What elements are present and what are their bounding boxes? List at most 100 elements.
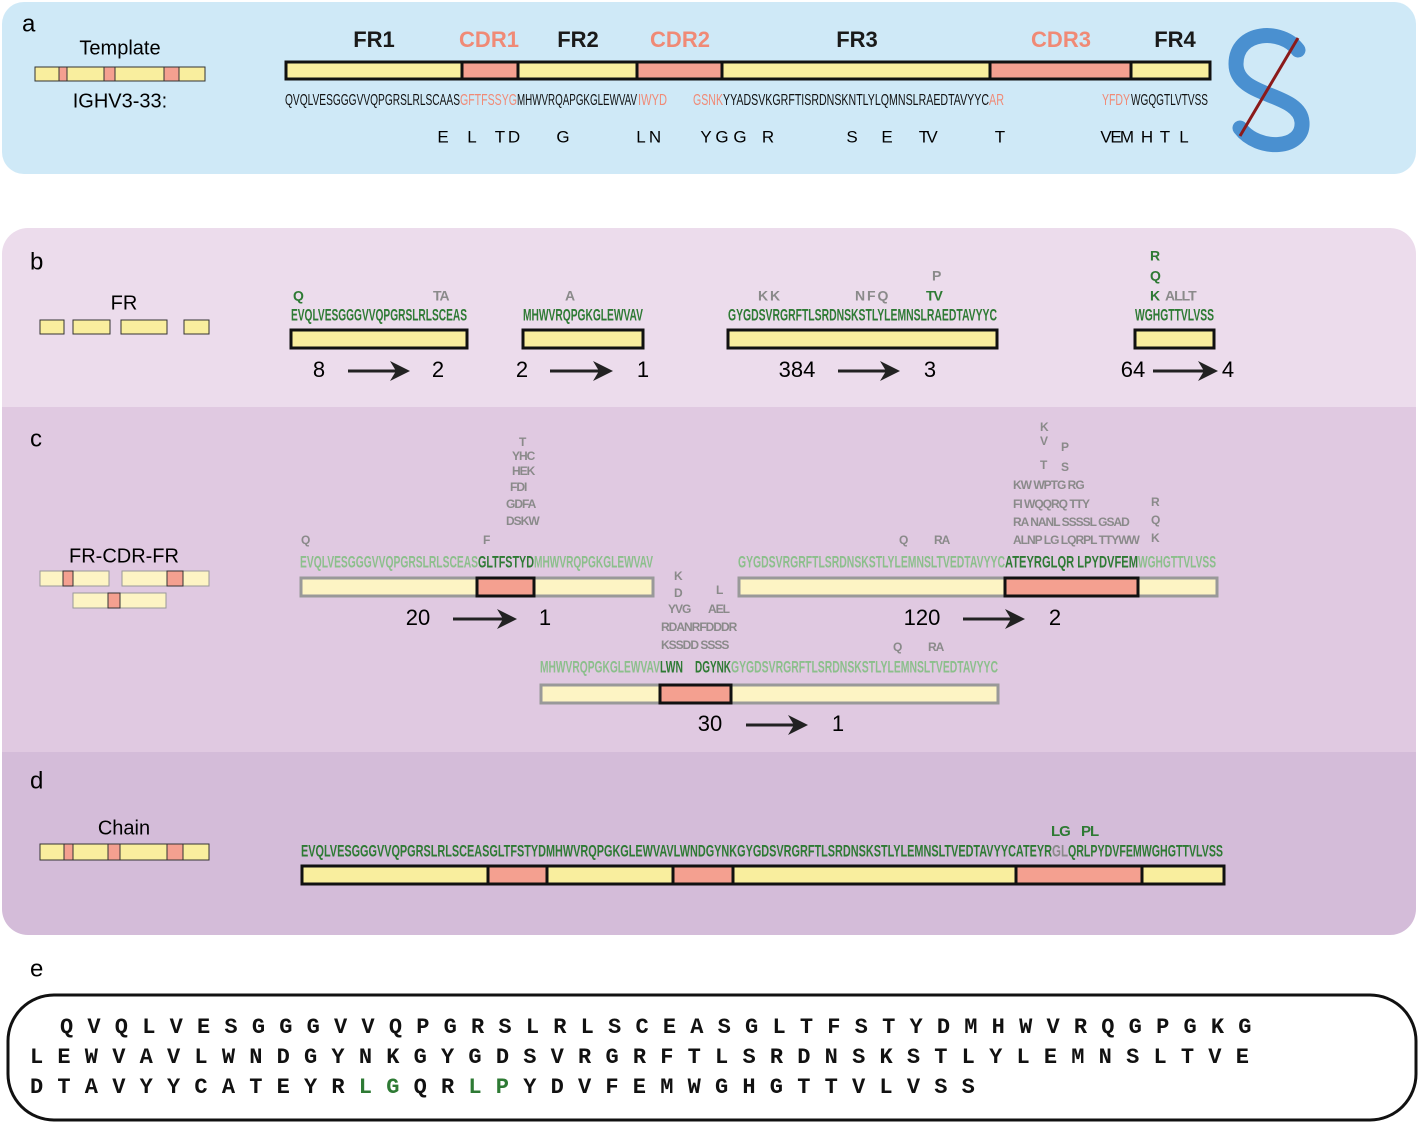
mutation: M — [1120, 127, 1134, 146]
chain-bar — [1140, 864, 1226, 886]
mutation: G — [715, 127, 728, 146]
region-bar — [988, 60, 1133, 81]
variant: D — [674, 586, 683, 600]
mutation: D — [508, 127, 520, 146]
panel-a-background — [2, 2, 1416, 174]
residues: QR — [414, 1075, 469, 1100]
mutation: Y — [700, 127, 711, 146]
sequence: MHWVRQPGKGLEWVAV — [534, 552, 653, 571]
count-after: 3 — [924, 357, 936, 382]
fr-bar — [1133, 328, 1216, 350]
chain-bar — [486, 864, 549, 886]
variant: N F Q — [855, 288, 888, 304]
panel-label: e — [30, 955, 43, 982]
cdr-bar — [658, 683, 733, 705]
mutation: T — [919, 127, 929, 146]
variant: YVG — [668, 602, 691, 616]
residues: QVQLVESGGGVVQPGRSLRLSCEASGLTFSTYDMHWVRQG… — [60, 1015, 1266, 1040]
mutation: E — [1110, 127, 1121, 146]
variant: TV — [926, 288, 944, 304]
mutation: T — [495, 127, 505, 146]
sequence: GL — [1052, 841, 1068, 860]
count-before: 120 — [904, 605, 941, 630]
template-label: Template — [79, 37, 160, 59]
variant: RDANRFDDDR — [661, 620, 738, 634]
region-name: FR3 — [836, 27, 878, 52]
mutation: G — [556, 127, 569, 146]
cdr-bar — [1003, 576, 1140, 598]
panel-b-background — [2, 228, 1416, 408]
germline-label: IGHV3-33: — [73, 90, 167, 112]
chain-bar — [545, 864, 675, 886]
sequence: IWYD — [638, 92, 667, 109]
mutation: L — [1179, 127, 1188, 146]
region-bar — [635, 60, 724, 81]
count-after: 1 — [539, 605, 551, 630]
variant: K — [674, 569, 683, 583]
sequence: MHWVRQPGKGLEWVAV — [523, 305, 643, 324]
region-name: CDR3 — [1031, 27, 1091, 52]
arrow-head — [390, 361, 410, 381]
template-icon — [34, 66, 206, 82]
variant: K — [1150, 288, 1160, 304]
region-name: FR4 — [1154, 27, 1196, 52]
variant: DSKW — [506, 514, 540, 528]
arrow-head — [880, 361, 900, 381]
variant: K — [1040, 420, 1049, 434]
variant: R — [1151, 495, 1160, 509]
sequence: EVQLVESGGGVVQPGRSLRLSCEAS — [291, 305, 467, 324]
region-name: FR1 — [353, 27, 395, 52]
mutation: R — [762, 127, 774, 146]
sequence: EVQLVESGGGVVQPGRSLRLSCEASGLTFSTYDMHWVRQP… — [301, 841, 1052, 860]
sequence: MHWVRQAPGKGLEWVAV — [517, 92, 637, 109]
variant: LG — [1051, 823, 1070, 840]
chain-bar — [1014, 864, 1144, 886]
variant: K K — [758, 288, 780, 304]
sequence: WGHGTTVLVSS — [1135, 305, 1214, 324]
variant: L — [716, 583, 723, 597]
count-before: 2 — [516, 357, 528, 382]
chain-icon — [39, 843, 210, 861]
arrow-head — [1198, 361, 1218, 381]
residues: YDVFEMWGHGTTVLVSS — [523, 1075, 989, 1100]
chain-bar — [731, 864, 1018, 886]
sequence: EVQLVESGGGVVQPGRSLRLSCEAS — [300, 552, 478, 571]
count-before: 64 — [1121, 357, 1145, 382]
variant: KW WPTG RG — [1013, 478, 1084, 492]
variant: T — [519, 435, 527, 449]
variant: K — [1151, 531, 1160, 545]
fr-bar — [289, 328, 469, 350]
panel-title: FR — [111, 292, 138, 314]
variant: KSSDD SSSS — [661, 638, 729, 652]
count-after: 1 — [637, 357, 649, 382]
residues: LP — [468, 1075, 523, 1100]
region-bar — [1129, 60, 1212, 81]
construct-bar — [539, 683, 1000, 705]
region-bar — [284, 60, 464, 81]
region-name: FR2 — [557, 27, 599, 52]
mutation: L — [467, 127, 476, 146]
variant: Q — [293, 288, 304, 304]
variant: PL — [1081, 823, 1099, 840]
variant: Q — [301, 533, 310, 547]
chain-bar — [671, 864, 735, 886]
cdr-bar — [475, 576, 536, 598]
mutation: T — [995, 127, 1005, 146]
mutation: T — [1160, 127, 1170, 146]
region-name: CDR2 — [650, 27, 710, 52]
variant: Q — [1151, 513, 1160, 527]
mutation: V — [926, 127, 938, 146]
variant: Q — [893, 640, 902, 654]
count-after: 2 — [1049, 605, 1061, 630]
variant: Q — [1150, 268, 1161, 284]
count-after: 2 — [432, 357, 444, 382]
variant: YHC — [512, 449, 536, 463]
variant: AEL — [708, 602, 730, 616]
count-before: 8 — [313, 357, 325, 382]
mutation: E — [437, 127, 448, 146]
variant: V — [1040, 434, 1048, 448]
count-after: 4 — [1222, 357, 1234, 382]
residues: LG — [359, 1075, 414, 1100]
arrow-head — [1005, 609, 1025, 629]
count-after: 1 — [832, 711, 844, 736]
